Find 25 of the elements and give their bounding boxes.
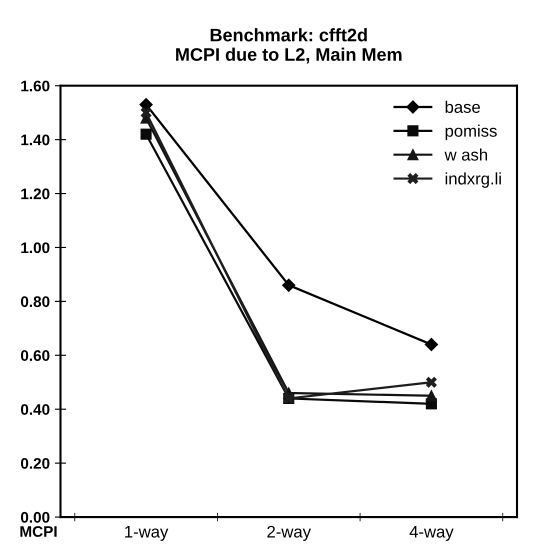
x-axis-title: MCPI bbox=[20, 526, 57, 537]
y-tick-label: 1.20 bbox=[21, 188, 50, 200]
y-tick-label: 0.60 bbox=[20, 350, 50, 361]
y-tick-label: 0.00 bbox=[20, 512, 50, 523]
point bbox=[426, 390, 437, 402]
legend-label: w ash bbox=[444, 148, 488, 161]
legend-label: pomiss bbox=[446, 124, 497, 140]
point bbox=[424, 338, 438, 352]
x-tick-label: 2-way bbox=[267, 526, 311, 541]
point bbox=[426, 376, 437, 388]
legend-label: base bbox=[446, 100, 480, 113]
point bbox=[140, 98, 153, 112]
chart-title: Benchmark: cfft2d MCPI due to L2, Main Mem bbox=[176, 28, 402, 64]
y-tick-label: 1.60 bbox=[21, 80, 50, 92]
y-tick-label: 1.40 bbox=[21, 134, 50, 146]
legend-label: indxrg.li bbox=[446, 172, 501, 188]
y-tick-label: 0.40 bbox=[20, 404, 50, 415]
y-tick-label: 0.20 bbox=[20, 458, 50, 469]
y-tick-label: 0.80 bbox=[20, 296, 50, 308]
x-tick-label: 4-way bbox=[410, 526, 454, 541]
point bbox=[282, 278, 296, 292]
point bbox=[140, 107, 152, 118]
point bbox=[140, 128, 152, 140]
y-tick-label: 1.00 bbox=[21, 242, 50, 254]
x-tick-label: 1-way bbox=[125, 526, 168, 541]
